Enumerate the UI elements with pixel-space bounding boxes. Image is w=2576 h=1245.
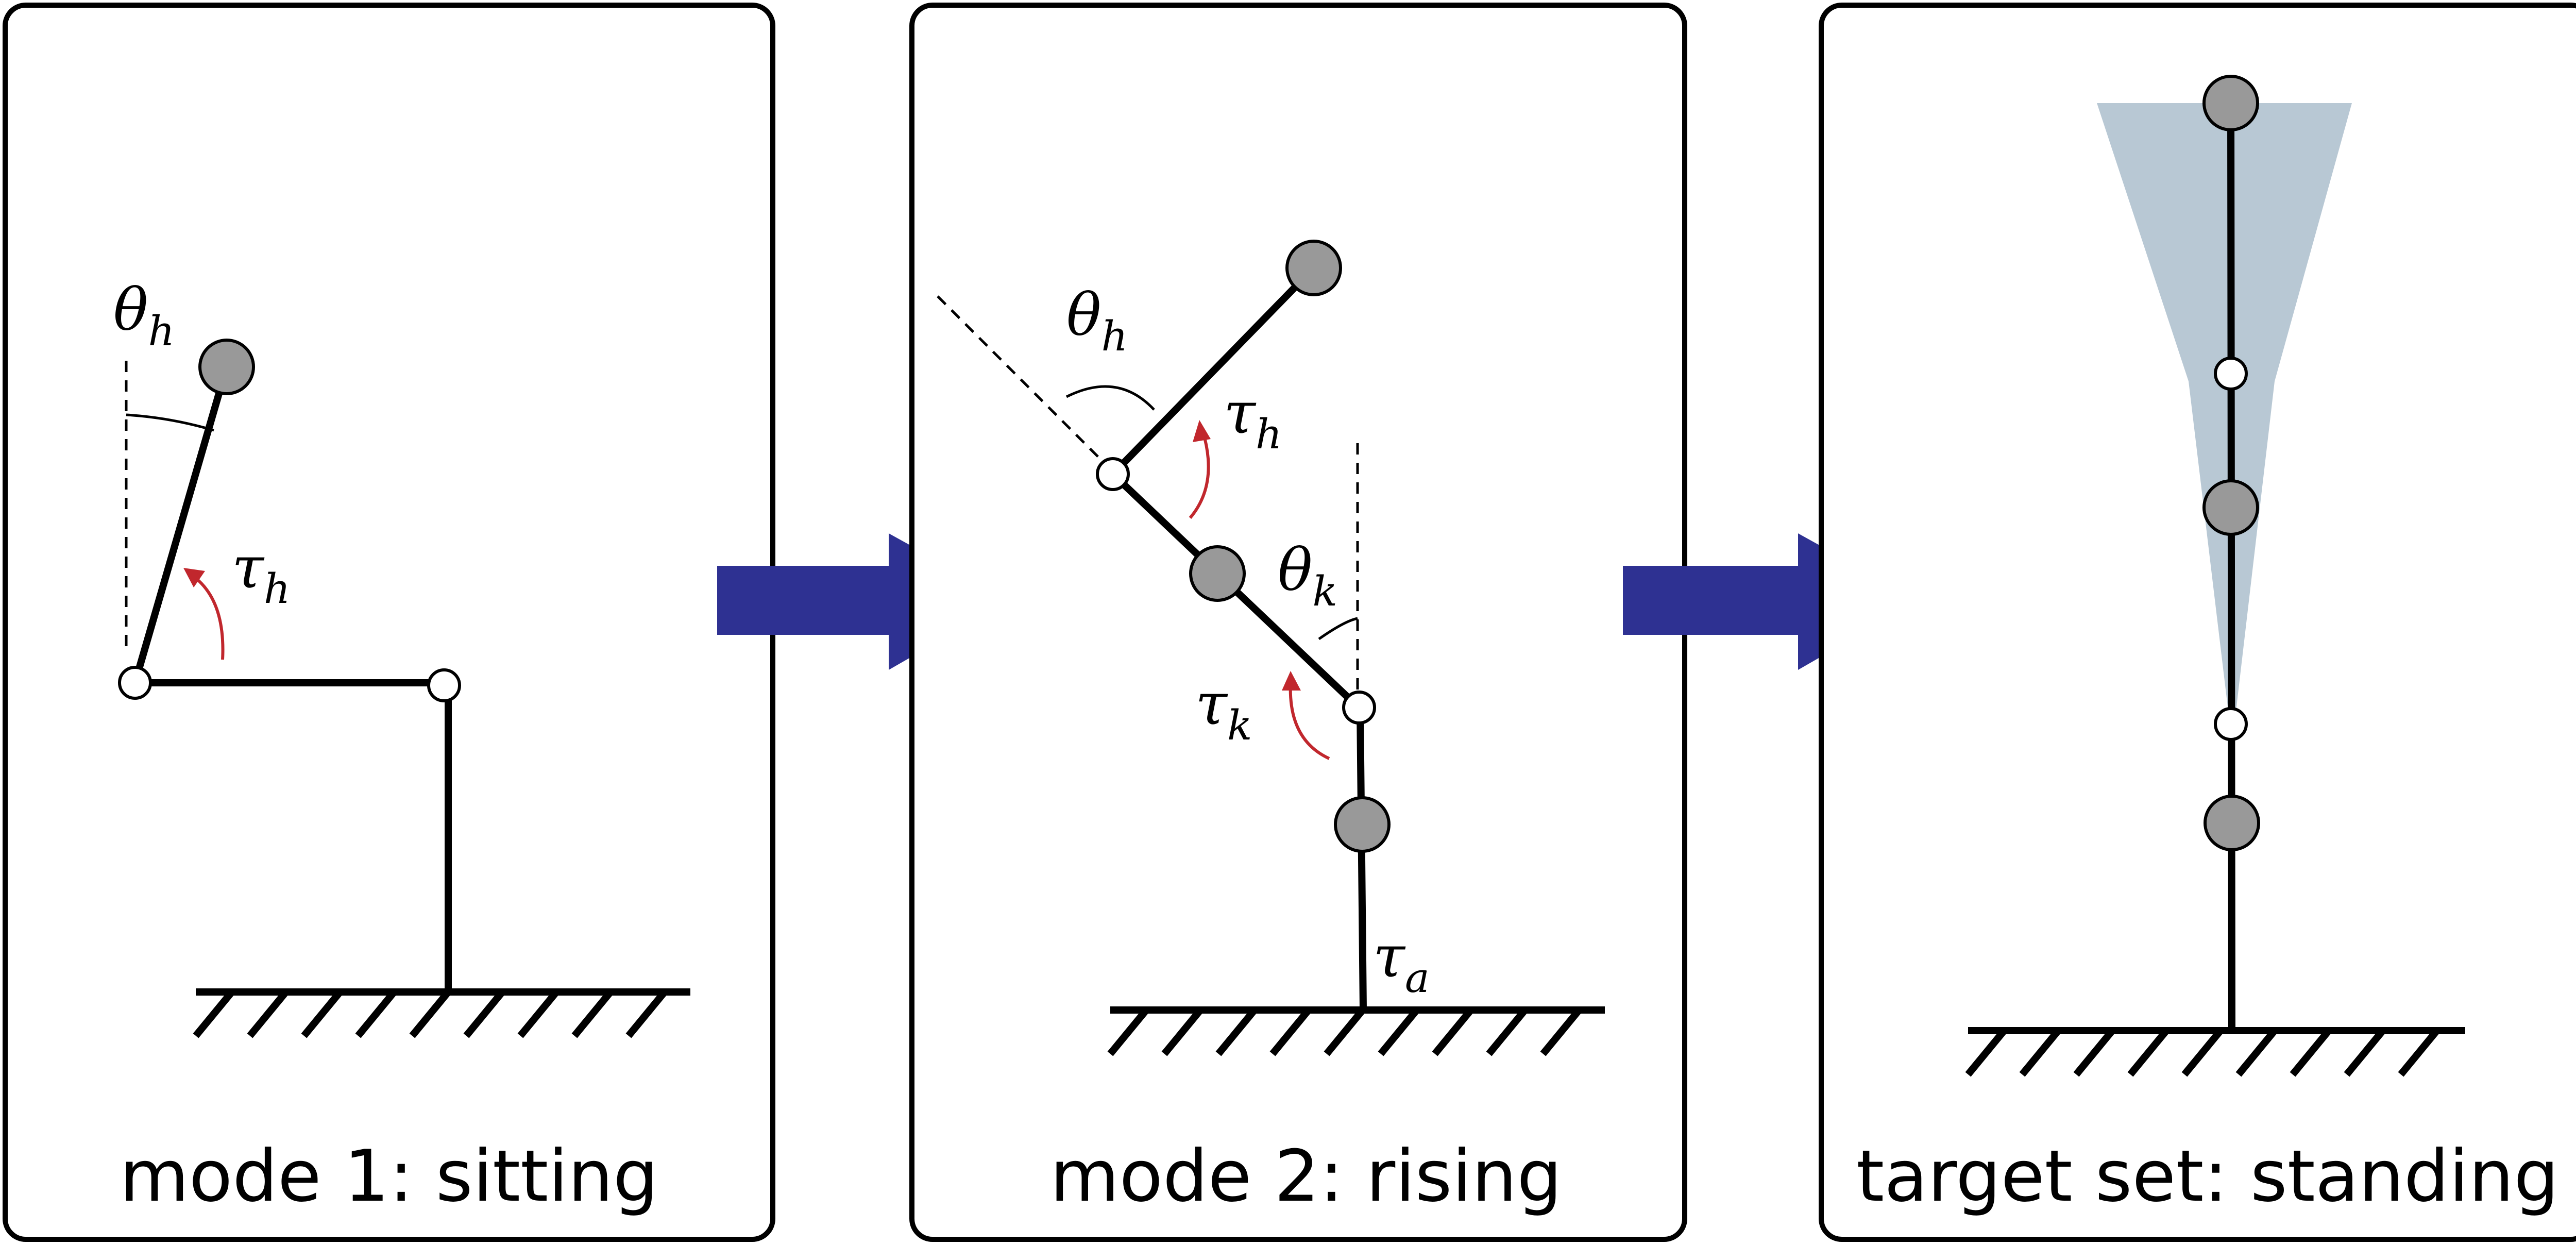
caption-rising: mode 2: rising xyxy=(1050,1135,1562,1218)
tau-h-label-2: τh xyxy=(1224,380,1282,458)
shank-link-2 xyxy=(1357,705,1367,1014)
target-set-cone xyxy=(2097,103,2352,711)
tau-k-arrowhead-2 xyxy=(1282,671,1301,691)
torso-link-1 xyxy=(131,363,230,686)
thigh-mass-3 xyxy=(2202,479,2259,536)
thigh-extension-dashed-2 xyxy=(937,295,1109,467)
tau-h-arrowhead-2 xyxy=(1193,420,1211,442)
theta-k-arc-2 xyxy=(1318,617,1358,641)
standing-body-link xyxy=(2227,99,2235,1034)
panel-frame-1 xyxy=(3,3,775,1242)
knee-joint-3 xyxy=(2214,707,2248,741)
torso-link-2 xyxy=(1109,264,1317,478)
panel-frame-3 xyxy=(1819,3,2576,1242)
caption-sitting: mode 1: sitting xyxy=(120,1135,658,1218)
ground-1 xyxy=(193,988,690,1038)
theta-h-label-1: θh xyxy=(113,277,175,355)
torso-mass-1 xyxy=(198,339,255,395)
tau-h-label-1: τh xyxy=(232,534,291,613)
panel-rising: θh τh θk τk τa mode 2: rising xyxy=(909,3,1687,1242)
hip-joint-1 xyxy=(118,666,152,700)
theta-h-arc-2 xyxy=(1065,385,1155,411)
knee-joint-1 xyxy=(427,668,461,702)
tau-a-label-2: τa xyxy=(1373,923,1430,1002)
thigh-mass-2 xyxy=(1189,545,1246,602)
torso-mass-2 xyxy=(1285,240,1342,296)
panel-sitting: θh τh mode 1: sitting xyxy=(3,3,775,1242)
ground-2 xyxy=(1107,1006,1605,1056)
theta-k-label-2: θk xyxy=(1278,537,1337,615)
panel-standing: target set: standing xyxy=(1819,3,2576,1242)
tau-h-arrowhead-1 xyxy=(183,568,205,587)
shank-mass-2 xyxy=(1334,796,1391,853)
theta-h-arc-1 xyxy=(126,413,214,432)
ground-3 xyxy=(1965,1027,2465,1077)
knee-joint-2 xyxy=(1342,691,1376,725)
theta-h-label-2: θh xyxy=(1066,282,1128,360)
torso-mass-3 xyxy=(2202,75,2259,131)
shank-mass-3 xyxy=(2204,795,2260,851)
tau-k-torque-2 xyxy=(1289,682,1330,760)
tau-k-label-2: τk xyxy=(1195,671,1252,749)
hip-joint-2 xyxy=(1096,457,1130,491)
tau-h-torque-1 xyxy=(192,575,225,660)
hip-joint-3 xyxy=(2214,357,2248,391)
panel-frame-2 xyxy=(909,3,1687,1242)
tau-h-torque-2 xyxy=(1189,431,1210,519)
caption-standing: target set: standing xyxy=(1856,1135,2559,1218)
